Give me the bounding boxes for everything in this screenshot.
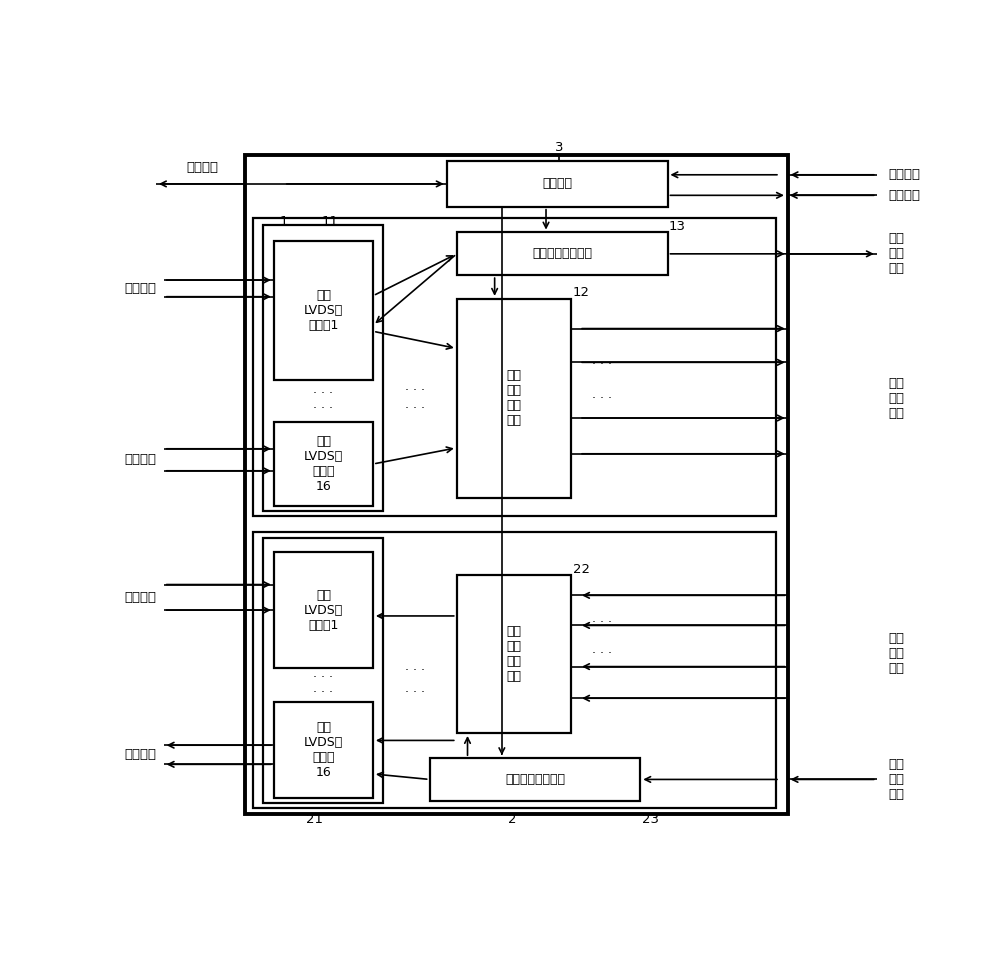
Text: 差分数据: 差分数据 <box>124 591 156 604</box>
Text: 输入时钟调整模块: 输入时钟调整模块 <box>532 248 592 260</box>
Text: · · ·: · · · <box>313 402 333 415</box>
Text: 22: 22 <box>573 563 590 576</box>
Text: 输入
并行
数据: 输入 并行 数据 <box>888 377 904 420</box>
Bar <box>263 538 383 803</box>
Bar <box>430 758 640 801</box>
Text: 23: 23 <box>642 814 659 826</box>
Text: 数据
输入
装箱
模块: 数据 输入 装箱 模块 <box>507 369 522 427</box>
Text: · · ·: · · · <box>592 358 612 371</box>
Bar <box>245 155 788 815</box>
Text: · · ·: · · · <box>592 647 612 661</box>
Text: 差分数据: 差分数据 <box>124 453 156 467</box>
Bar <box>457 232 668 275</box>
Text: 输出时钟调整模块: 输出时钟调整模块 <box>505 773 565 786</box>
Text: · · ·: · · · <box>405 383 425 397</box>
Text: · · ·: · · · <box>405 686 425 700</box>
Text: 控制模块: 控制模块 <box>542 178 572 190</box>
Text: 输出
并行
数据: 输出 并行 数据 <box>888 633 904 676</box>
Bar <box>457 575 571 733</box>
Bar <box>274 241 373 380</box>
Text: 差分
LVDS接
收单元
16: 差分 LVDS接 收单元 16 <box>304 435 343 493</box>
Bar <box>447 162 668 206</box>
Text: 输出
同步
时钟: 输出 同步 时钟 <box>888 758 904 801</box>
Text: 差分
LVDS发
送单元1: 差分 LVDS发 送单元1 <box>304 589 343 632</box>
Text: 21: 21 <box>306 814 323 826</box>
Bar <box>263 225 383 511</box>
Text: 数据
输出
装箱
模块: 数据 输出 装箱 模块 <box>507 625 522 683</box>
Text: 输入请求: 输入请求 <box>888 168 920 182</box>
Text: 输入
同步
时钟: 输入 同步 时钟 <box>888 232 904 275</box>
Bar <box>253 218 776 516</box>
Text: 输出请求: 输出请求 <box>888 189 920 202</box>
Text: 差分
LVDS接
收单元1: 差分 LVDS接 收单元1 <box>304 289 343 332</box>
Text: · · ·: · · · <box>592 616 612 629</box>
Text: · · ·: · · · <box>313 686 333 699</box>
Text: 差分时钟: 差分时钟 <box>124 282 156 294</box>
Text: 差分
LVDS发
送单元
16: 差分 LVDS发 送单元 16 <box>304 721 343 779</box>
Text: 1: 1 <box>280 215 288 228</box>
Text: · · ·: · · · <box>313 671 333 684</box>
Text: 3: 3 <box>555 141 563 154</box>
Text: 2: 2 <box>508 814 517 826</box>
Bar <box>274 422 373 507</box>
Text: · · ·: · · · <box>405 664 425 677</box>
Text: 控制信号: 控制信号 <box>186 162 218 174</box>
Bar <box>457 299 571 497</box>
Text: 差分时钟: 差分时钟 <box>124 749 156 761</box>
Text: 11: 11 <box>322 215 339 228</box>
Text: 13: 13 <box>669 220 686 233</box>
Bar <box>274 702 373 798</box>
Bar <box>274 552 373 668</box>
Text: 12: 12 <box>573 287 590 299</box>
Bar <box>253 532 776 808</box>
Text: · · ·: · · · <box>313 387 333 400</box>
Text: · · ·: · · · <box>592 392 612 404</box>
Text: · · ·: · · · <box>405 402 425 415</box>
